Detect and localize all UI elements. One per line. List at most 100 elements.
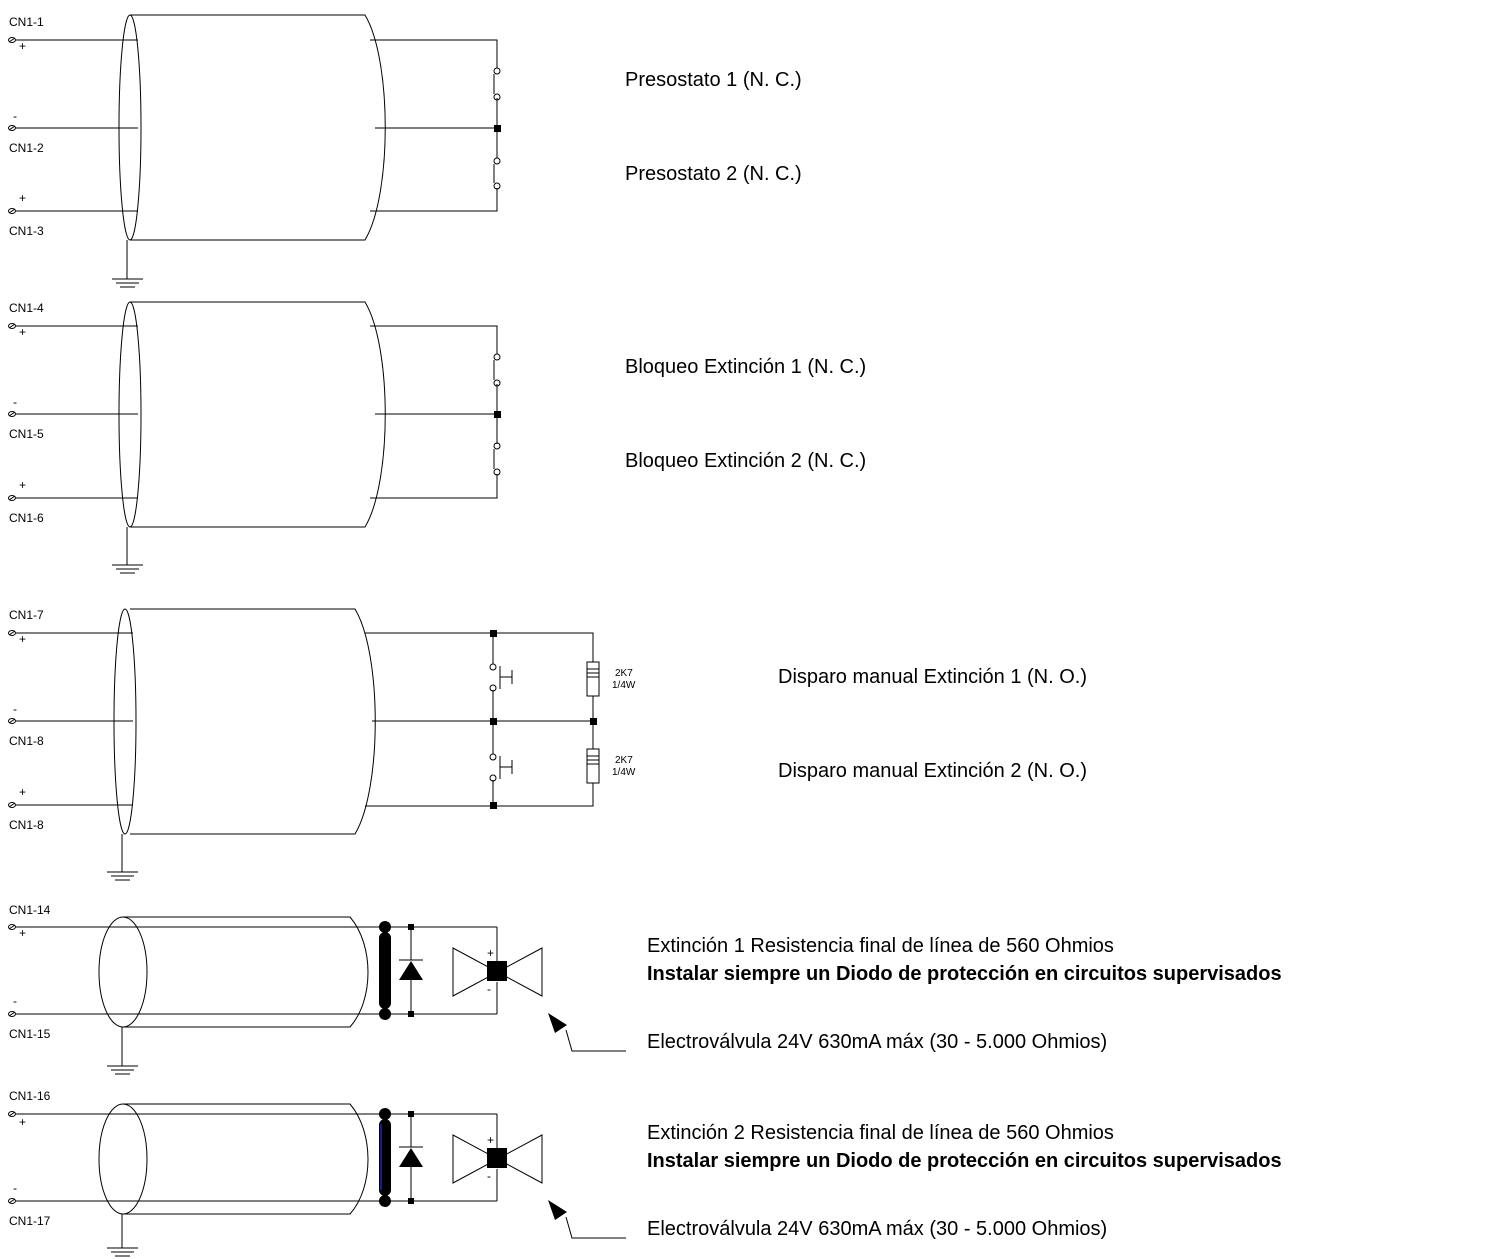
- end-of-line-resistor-icon: [379, 921, 391, 1020]
- cable-shield: [130, 301, 386, 528]
- disparo-2-label: Disparo manual Extinción 2 (N. O.): [778, 760, 1087, 782]
- pin-label: CN1-8: [9, 818, 44, 832]
- pushbutton-icon: [489, 753, 513, 782]
- polarity-label: +: [19, 632, 26, 646]
- pointer-arrow-icon: [548, 1200, 626, 1239]
- resistor-icon: [586, 661, 600, 697]
- terminal-icon: [8, 1111, 16, 1117]
- polarity-label: -: [13, 702, 17, 716]
- pin-label: CN1-2: [9, 141, 44, 155]
- pin-label: CN1-1: [9, 15, 44, 29]
- junction-node: [408, 1111, 414, 1117]
- pin-label: CN1-8: [9, 734, 44, 748]
- terminal-icon: [8, 630, 16, 636]
- wire: [370, 474, 498, 499]
- pin-label: CN1-6: [9, 511, 44, 525]
- ground-icon: [107, 1214, 138, 1257]
- diode-icon: [399, 1114, 423, 1201]
- junction-node: [408, 1011, 414, 1017]
- terminal-icon: [8, 718, 16, 724]
- polarity-label: +: [19, 478, 26, 492]
- nc-switch-icon: [493, 67, 501, 101]
- terminal-icon: [8, 411, 16, 417]
- bloqueo-2-label: Bloqueo Extinción 2 (N. C.): [625, 450, 866, 472]
- presostato-1-label: Presostato 1 (N. C.): [625, 69, 802, 91]
- wire: [370, 39, 498, 68]
- pin-label: CN1-15: [9, 1027, 51, 1041]
- resistor-value: 2K7: [615, 668, 633, 679]
- resistor-value: 2K7: [615, 755, 633, 766]
- wire: [365, 632, 594, 662]
- polarity-label: +: [19, 191, 26, 205]
- polarity-label: -: [487, 982, 491, 996]
- terminal-icon: [8, 1198, 16, 1204]
- polarity-label: +: [19, 325, 26, 339]
- presostato-2-label: Presostato 2 (N. C.): [625, 163, 802, 185]
- disparo-1-label: Disparo manual Extinción 1 (N. O.): [778, 666, 1087, 688]
- end-of-line-resistor-icon: [379, 1108, 391, 1207]
- solenoid-valve-icon: [452, 947, 543, 997]
- ground-icon: [112, 240, 143, 288]
- disparo-circuit: CN1-7 + - CN1-8 + CN1-8: [8, 608, 1087, 881]
- terminal-icon: [8, 208, 16, 214]
- cable-end: [98, 916, 148, 1028]
- nc-switch-icon: [493, 353, 501, 387]
- resistor-power: 1/4W: [612, 680, 636, 691]
- wire: [370, 188, 498, 212]
- ground-icon: [112, 527, 143, 574]
- diodo-note-2: Instalar siempre un Diodo de protección …: [647, 1150, 1282, 1172]
- polarity-label: +: [487, 946, 494, 960]
- terminal-icon: [8, 323, 16, 329]
- cable-end: [98, 1103, 148, 1215]
- terminal-icon: [8, 495, 16, 501]
- pin-label: CN1-7: [9, 608, 44, 622]
- polarity-label: -: [487, 1169, 491, 1183]
- terminal-icon: [8, 924, 16, 930]
- pin-label: CN1-3: [9, 224, 44, 238]
- junction-node: [494, 411, 501, 418]
- bloqueo-circuit: CN1-4 + - CN1-5 + CN1-6 Bloqueo Extinció…: [8, 301, 866, 574]
- pushbutton-icon: [489, 663, 513, 692]
- wire: [370, 325, 498, 354]
- polarity-label: +: [487, 1133, 494, 1147]
- polarity-label: +: [19, 785, 26, 799]
- junction-node: [408, 1198, 414, 1204]
- junction-node: [590, 718, 597, 725]
- nc-switch-icon: [493, 157, 501, 190]
- pin-label: CN1-17: [9, 1214, 51, 1228]
- valvula-1-label: Electroválvula 24V 630mA máx (30 - 5.000…: [647, 1031, 1107, 1053]
- polarity-label: +: [19, 39, 26, 53]
- extincion-1-label: Extinción 1 Resistencia final de línea d…: [647, 935, 1114, 957]
- polarity-label: +: [19, 926, 26, 940]
- terminal-icon: [8, 1011, 16, 1017]
- nc-switch-icon: [493, 442, 501, 476]
- junction-node: [490, 630, 497, 637]
- ground-icon: [107, 834, 138, 881]
- junction-node: [490, 802, 497, 809]
- cable-shield: [123, 916, 369, 1028]
- terminal-icon: [8, 802, 16, 808]
- wire: [365, 783, 594, 807]
- solenoid-valve-icon: [452, 1134, 543, 1184]
- polarity-label: -: [13, 109, 17, 123]
- pin-label: CN1-16: [9, 1089, 51, 1103]
- cable-shield: [130, 14, 386, 241]
- diode-icon: [399, 927, 423, 1014]
- resistor-power: 1/4W: [612, 767, 636, 778]
- extincion-2-circuit: CN1-16 + - CN1-17: [8, 1089, 1282, 1257]
- polarity-label: -: [13, 395, 17, 409]
- cable-shield: [123, 1103, 369, 1215]
- resistor-icon: [586, 748, 600, 784]
- junction-node: [408, 924, 414, 930]
- terminal-icon: [8, 37, 16, 43]
- extincion-2-label: Extinción 2 Resistencia final de línea d…: [647, 1122, 1114, 1144]
- junction-node: [494, 125, 501, 132]
- extincion-1-circuit: CN1-14 + - CN1-15: [8, 903, 1282, 1075]
- cable-shield: [130, 608, 376, 835]
- terminal-icon: [8, 125, 16, 131]
- polarity-label: +: [19, 1115, 26, 1129]
- diodo-note-1: Instalar siempre un Diodo de protección …: [647, 963, 1282, 985]
- valvula-2-label: Electroválvula 24V 630mA máx (30 - 5.000…: [647, 1218, 1107, 1240]
- pointer-arrow-icon: [548, 1013, 626, 1052]
